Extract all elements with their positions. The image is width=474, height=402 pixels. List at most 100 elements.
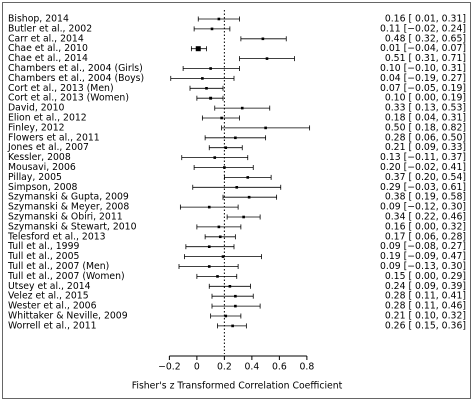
estimate-box: [234, 294, 237, 298]
estimate-label: 0.09 [−0.12, 0.30]: [380, 202, 466, 213]
estimate-label: 0.29 [−0.03, 0.61]: [380, 182, 466, 193]
estimate-label: 0.28 [ 0.11, 0.41]: [385, 291, 466, 302]
estimate-box: [195, 46, 201, 52]
estimate-box: [205, 87, 208, 90]
study-label: Szymanski & Gupta, 2009: [8, 192, 129, 203]
estimate-box: [234, 304, 237, 308]
study-label: Butler et al., 2002: [8, 23, 92, 34]
estimate-box: [224, 314, 228, 318]
estimate-label: 0.38 [ 0.19, 0.58]: [385, 192, 466, 203]
x-tick-label: −0.2: [158, 362, 181, 373]
study-label: Pillay, 2005: [8, 172, 62, 183]
x-tick-label: 0.2: [217, 362, 232, 373]
estimate-box: [240, 106, 244, 110]
estimate-box: [207, 245, 211, 248]
estimate-label: 0.09 [−0.08, 0.27]: [380, 241, 466, 252]
estimate-box: [207, 205, 211, 209]
estimate-box: [223, 166, 226, 169]
study-label: Flowers et al., 2011: [8, 132, 100, 143]
study-label: Chae et al., 2014: [8, 53, 88, 64]
x-tick-label: 0: [194, 362, 200, 373]
estimate-box: [201, 77, 204, 80]
estimate-box: [221, 255, 225, 258]
study-label: David, 2010: [8, 103, 64, 114]
estimate-box: [217, 17, 221, 21]
estimate-label: 0.17 [ 0.06, 0.28]: [385, 231, 466, 242]
study-label: Wester et al., 2006: [8, 301, 97, 312]
x-tick-label: 0.6: [272, 362, 287, 373]
estimate-label: 0.16 [ 0.00, 0.32]: [385, 221, 466, 232]
frame: [2, 2, 471, 399]
study-label: Tull et al., 2007 (Women): [7, 271, 125, 282]
study-label: Simpson, 2008: [8, 182, 78, 193]
estimate-box: [220, 116, 223, 120]
estimate-label: 0.10 [−0.10, 0.31]: [380, 63, 466, 74]
estimate-box: [247, 195, 251, 199]
x-axis-label: Fisher's z Transformed Correlation Coeff…: [132, 381, 343, 392]
study-label: Tull et al., 1999: [7, 241, 79, 252]
estimate-label: 0.19 [−0.09, 0.47]: [380, 251, 466, 262]
estimate-label: 0.34 [ 0.22, 0.46]: [385, 212, 466, 223]
estimate-label: 0.16 [ 0.01, 0.31]: [385, 14, 466, 25]
estimate-box: [209, 67, 212, 70]
estimate-label: 0.24 [ 0.09, 0.39]: [385, 281, 466, 292]
x-tick-label: 0.4: [244, 362, 259, 373]
estimate-box: [218, 235, 222, 239]
estimate-label: 0.11 [−0.02, 0.24]: [380, 23, 466, 34]
study-label: Utsey et al., 2014: [8, 281, 91, 292]
estimate-box: [217, 225, 221, 229]
estimate-box: [261, 37, 265, 41]
study-label: Szymanski & Obiri, 2011: [8, 212, 123, 223]
estimate-label: 0.09 [−0.13, 0.30]: [380, 261, 466, 272]
estimate-label: 0.28 [ 0.06, 0.50]: [385, 132, 466, 143]
study-label: Kessler, 2008: [8, 152, 71, 163]
estimate-label: 0.07 [−0.05, 0.19]: [380, 83, 466, 94]
study-label: Tull et al., 2007 (Men): [7, 261, 109, 272]
estimate-label: 0.28 [ 0.11, 0.46]: [385, 301, 466, 312]
estimate-box: [231, 324, 234, 328]
estimate-label: 0.15 [ 0.00, 0.29]: [385, 271, 466, 282]
study-label: Finley, 2012: [8, 122, 65, 133]
study-label: Szymanski & Meyer, 2008: [8, 202, 129, 213]
estimate-box: [264, 126, 267, 130]
x-tick-label: 0.8: [299, 362, 314, 373]
estimate-label: 0.04 [−0.19, 0.27]: [380, 73, 466, 84]
estimate-label: 0.13 [−0.11, 0.37]: [380, 152, 466, 163]
study-label: Telesford et al., 2013: [7, 231, 106, 242]
estimate-label: 0.21 [ 0.10, 0.32]: [385, 311, 466, 322]
estimate-label: 0.50 [ 0.18, 0.82]: [385, 122, 466, 133]
study-label: Carr et al., 2014: [8, 33, 84, 44]
study-label: Mousavi, 2006: [8, 162, 76, 173]
study-label: Chambers et al., 2004 (Boys): [8, 73, 144, 84]
estimate-box: [207, 265, 211, 268]
estimate-label: 0.26 [ 0.15, 0.36]: [385, 320, 466, 331]
estimate-box: [213, 156, 217, 159]
estimate-box: [224, 146, 228, 149]
estimate-label: 0.33 [ 0.13, 0.53]: [385, 103, 466, 114]
study-label: Tull et al., 2005: [7, 251, 79, 262]
estimate-box: [246, 176, 250, 179]
estimate-label: 0.18 [ 0.04, 0.31]: [385, 113, 466, 124]
study-label: Chambers et al., 2004 (Girls): [8, 63, 143, 74]
estimate-box: [242, 215, 245, 219]
study-label: Worrell et al., 2011: [8, 320, 97, 331]
estimate-label: 0.20 [−0.02, 0.41]: [380, 162, 466, 173]
estimate-label: 0.51 [ 0.31, 0.71]: [385, 53, 466, 64]
estimate-box: [216, 275, 219, 278]
estimate-box: [265, 57, 269, 60]
estimate-box: [210, 27, 214, 31]
estimate-label: 0.01 [−0.04, 0.07]: [380, 43, 466, 54]
estimate-box: [235, 186, 239, 189]
estimate-box: [234, 136, 237, 140]
study-label: Chae et al., 2010: [8, 43, 88, 54]
study-label: Whittaker & Neville, 2009: [8, 311, 128, 322]
study-label: Elion et al., 2012: [8, 113, 87, 124]
study-label: Jones et al., 2007: [7, 142, 89, 153]
study-label: Bishop, 2014: [8, 14, 69, 25]
estimate-box: [228, 285, 232, 288]
study-label: Szymanski & Stewart, 2010: [8, 221, 137, 232]
estimate-label: 0.37 [ 0.20, 0.54]: [385, 172, 466, 183]
study-label: Cort et al., 2013 (Men): [8, 83, 114, 94]
